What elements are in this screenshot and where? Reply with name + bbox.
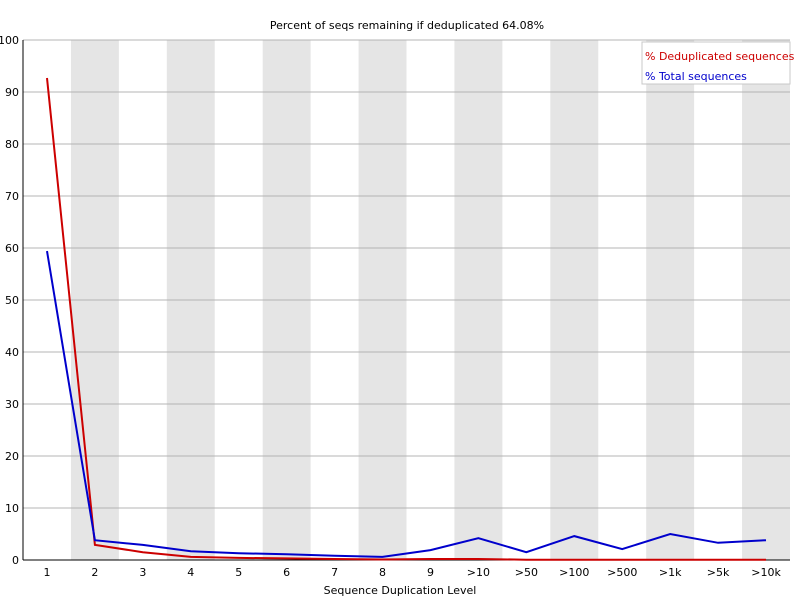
y-tick-labels: 0 10 20 30 40 50 60 70 80 90 100 [0,34,19,567]
x-tick-label: 4 [187,566,194,579]
y-tick-label: 40 [5,346,19,359]
x-tick-label: 1 [43,566,50,579]
x-tick-label: 5 [235,566,242,579]
x-tick-labels: 1 2 3 4 5 6 7 8 9 >10 >50 >100 >500 >1k >5k >10k [43,566,781,579]
x-axis-label: Sequence Duplication Level [324,584,477,597]
x-tick-label: 2 [91,566,98,579]
y-tick-label: 0 [12,554,19,567]
y-tick-label: 50 [5,294,19,307]
x-tick-label: >10k [751,566,781,579]
legend-entry-0: % Deduplicated sequences [645,50,795,63]
x-tick-label: >500 [607,566,637,579]
y-tick-label: 10 [5,502,19,515]
y-tick-label: 90 [5,86,19,99]
x-tick-label: >1k [659,566,682,579]
y-tick-label: 30 [5,398,19,411]
x-tick-label: 7 [331,566,338,579]
y-tick-label: 100 [0,34,19,47]
x-tick-label: 9 [427,566,434,579]
series-line-1 [46,250,767,558]
series-lines [46,77,767,561]
y-tick-label: 20 [5,450,19,463]
x-tick-label: 6 [283,566,290,579]
legend-box [641,41,791,85]
x-tick-label: 8 [379,566,386,579]
x-tick-label: >50 [515,566,538,579]
x-tick-label: >10 [467,566,490,579]
legend-entry-1: % Total sequences [645,70,747,83]
chart-title: Percent of seqs remaining if deduplicate… [270,19,544,32]
legend: % Deduplicated sequences % Total sequence… [641,41,795,85]
x-tick-label: >5k [707,566,730,579]
y-tick-label: 80 [5,138,19,151]
y-tick-label: 70 [5,190,19,203]
y-tick-label: 60 [5,242,19,255]
series-line-0 [46,77,766,561]
x-tick-label: 3 [139,566,146,579]
x-tick-label: >100 [559,566,589,579]
